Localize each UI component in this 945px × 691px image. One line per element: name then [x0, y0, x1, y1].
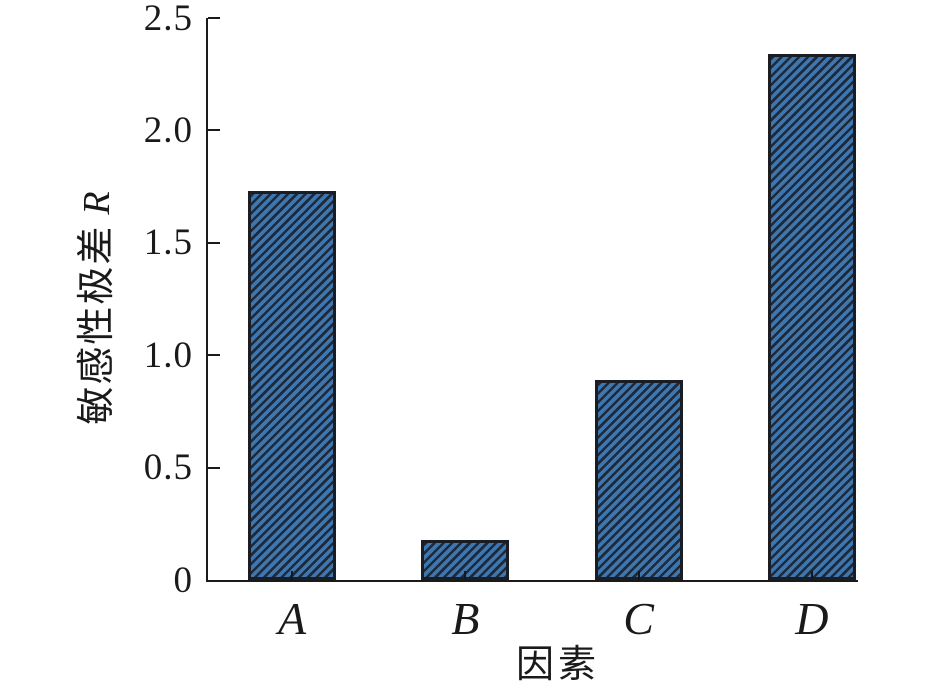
y-tick-1.0 [208, 354, 220, 357]
bar-D [767, 53, 856, 580]
x-tick-A [291, 571, 293, 580]
x-tick-B [464, 571, 467, 580]
y-tick-0.5 [208, 466, 220, 469]
y-axis-label-variable: R [76, 191, 118, 215]
x-axis-label: 因素 [515, 644, 601, 686]
y-tick-label-2.0: 2.0 [143, 109, 193, 151]
bar-A [248, 191, 336, 580]
y-tick-2.0 [208, 129, 220, 132]
x-tick-label-B: B [451, 593, 480, 644]
y-tick-2.5 [208, 17, 220, 19]
y-tick-label-1.5: 1.5 [143, 222, 193, 264]
y-tick-1.5 [208, 241, 220, 244]
x-axis-spine [206, 580, 858, 582]
y-axis-spine [206, 18, 208, 582]
y-axis-label: 敏感性极差 R [76, 191, 118, 425]
y-tick-label-0: 0 [173, 559, 193, 601]
y-tick-label-2.5: 2.5 [143, 0, 193, 39]
x-tick-label-C: C [623, 593, 654, 644]
x-tick-label-A: A [277, 593, 307, 644]
y-tick-label-1.0: 1.0 [143, 334, 193, 376]
y-tick-label-0.5: 0.5 [143, 447, 193, 489]
x-tick-D [810, 571, 813, 580]
bar-C [594, 379, 683, 580]
x-tick-C [637, 571, 640, 580]
y-axis-label-text: 敏感性极差 [76, 224, 118, 425]
x-tick-label-D: D [795, 593, 829, 644]
